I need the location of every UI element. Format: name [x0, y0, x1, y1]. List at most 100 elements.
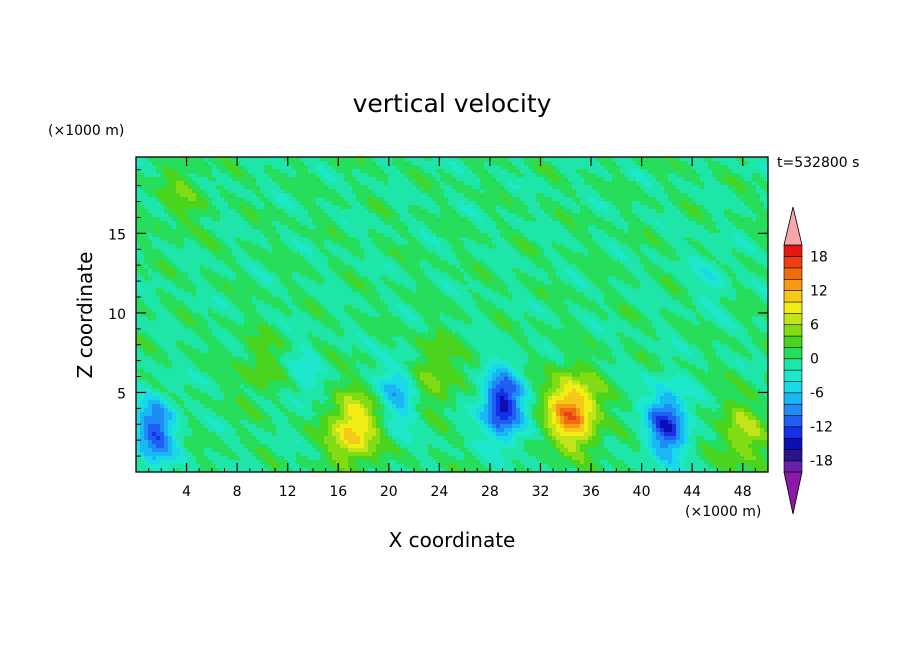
field-cell [472, 232, 477, 238]
field-cell [464, 188, 469, 194]
field-cell [460, 200, 465, 206]
field-cell [264, 200, 269, 206]
field-cell [420, 208, 425, 214]
field-cell [424, 252, 429, 258]
field-cell [748, 228, 753, 234]
field-cell [156, 280, 161, 285]
field-cell [200, 168, 205, 174]
field-cell [412, 280, 417, 285]
field-cell [656, 264, 661, 270]
field-cell [136, 184, 141, 190]
field-cell [312, 264, 317, 270]
field-cell [328, 172, 333, 178]
field-cell [160, 224, 165, 230]
field-cell [512, 236, 517, 242]
field-cell [676, 184, 681, 190]
field-cell [520, 180, 525, 186]
field-cell [600, 228, 605, 234]
field-cell [404, 264, 409, 270]
field-cell [440, 220, 445, 226]
field-cell [716, 188, 721, 194]
field-cell [708, 160, 713, 166]
field-cell [244, 192, 249, 198]
field-cell [496, 180, 501, 186]
field-cell [564, 168, 569, 174]
field-cell [712, 264, 717, 270]
field-cell [160, 244, 165, 250]
field-cell [684, 212, 689, 218]
field-cell [312, 244, 317, 250]
field-cell [612, 176, 617, 182]
field-cell [252, 280, 257, 285]
field-cell [224, 180, 229, 186]
field-cell [212, 208, 217, 214]
field-cell [340, 236, 345, 242]
field-cell [348, 260, 353, 266]
field-cell [136, 196, 141, 202]
field-cell [636, 232, 641, 238]
field-cell [596, 168, 601, 174]
field-cell [708, 248, 713, 254]
field-cell [680, 164, 685, 170]
field-cell [536, 184, 541, 190]
field-cell [620, 196, 625, 202]
field-cell [260, 240, 265, 246]
field-cell [544, 196, 549, 202]
field-cell [256, 172, 261, 178]
field-cell [660, 168, 665, 174]
field-cell [528, 244, 533, 250]
field-cell [472, 172, 477, 178]
field-cell [472, 276, 477, 282]
field-cell [552, 220, 557, 226]
field-cell [348, 216, 353, 222]
field-cell [308, 172, 313, 178]
field-cell [284, 180, 289, 186]
field-cell [424, 256, 429, 262]
field-cell [220, 176, 225, 182]
field-cell [328, 276, 333, 282]
field-cell [220, 212, 225, 218]
field-cell [472, 272, 477, 278]
field-cell [220, 180, 225, 186]
field-cell [344, 224, 349, 230]
field-cell [232, 212, 237, 218]
field-cell [260, 220, 265, 226]
field-cell [664, 264, 669, 270]
field-cell [148, 160, 153, 166]
field-cell [588, 204, 593, 210]
field-cell [160, 232, 165, 238]
field-cell [616, 272, 621, 278]
field-cell [620, 176, 625, 182]
field-cell [440, 176, 445, 182]
field-cell [320, 168, 325, 174]
field-cell [632, 176, 637, 182]
field-cell [752, 244, 757, 250]
field-cell [744, 252, 749, 258]
field-cell [704, 212, 709, 218]
field-cell [276, 224, 281, 230]
field-cell [340, 276, 345, 282]
field-cell [632, 264, 637, 270]
field-cell [200, 260, 205, 266]
field-cell [164, 220, 169, 226]
field-cell [736, 204, 741, 210]
field-cell [364, 248, 369, 254]
field-cell [148, 176, 153, 182]
field-cell [464, 244, 469, 250]
field-cell [580, 212, 585, 218]
field-cell [184, 244, 189, 250]
field-cell [596, 216, 601, 222]
field-cell [408, 157, 413, 162]
field-cell [720, 204, 725, 210]
field-cell [344, 157, 349, 162]
field-cell [164, 240, 169, 246]
field-cell [688, 244, 693, 250]
field-cell [136, 208, 141, 214]
field-cell [160, 180, 165, 186]
field-cell [744, 272, 749, 278]
field-cell [648, 220, 653, 226]
field-cell [164, 168, 169, 174]
field-cell [372, 192, 377, 198]
field-cell [664, 216, 669, 222]
field-cell [364, 268, 369, 274]
